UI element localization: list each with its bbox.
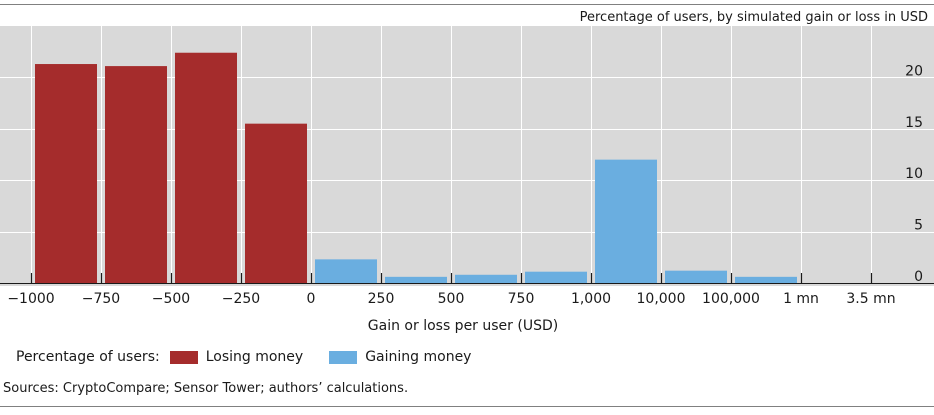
legend-item-losing: Losing money	[169, 349, 304, 365]
chart: Percentage of users, by simulated gain o…	[0, 4, 934, 334]
bar-gaining	[735, 276, 797, 283]
x-ticks	[30, 273, 873, 283]
x-tick-label: 1 mn	[783, 291, 819, 307]
y-tick-labels: 0 5 10 15 20	[905, 63, 923, 285]
bar-losing	[245, 123, 307, 283]
bar-losing	[35, 64, 97, 283]
legend-label-gaining: Gaining money	[365, 349, 472, 365]
legend: Percentage of users: Losing money Gainin…	[16, 349, 471, 365]
y-tick-label: 20	[905, 63, 923, 79]
x-tick-label: −1000	[7, 291, 54, 307]
bars	[35, 52, 797, 284]
source-note: Sources: CryptoCompare; Sensor Tower; au…	[3, 381, 409, 396]
bar-gaining	[315, 259, 377, 283]
y-tick-label: 10	[905, 166, 923, 182]
x-tick-label: 750	[508, 291, 535, 307]
bar-gaining	[595, 159, 657, 283]
chart-subtitle: Percentage of users, by simulated gain o…	[580, 10, 928, 25]
x-tick-label: 250	[368, 291, 395, 307]
x-tick-label: 10,000	[637, 291, 686, 307]
y-tick-label: 5	[914, 218, 923, 234]
x-tick-label: −500	[152, 291, 190, 307]
bar-gaining	[455, 274, 517, 283]
y-tick-label: 0	[914, 269, 923, 285]
bar-gaining	[385, 276, 447, 283]
x-tick-label: −750	[82, 291, 120, 307]
legend-swatch-gaining	[329, 350, 358, 364]
x-tick-labels: −1000 −750 −500 −250 0 250 500 750 1,000 10,000 10…	[7, 291, 895, 307]
x-tick-label: 500	[438, 291, 465, 307]
legend-swatch-losing	[169, 350, 198, 364]
x-tick-label: 100,000	[702, 291, 760, 307]
legend-label-losing: Losing money	[205, 349, 304, 365]
bar-gaining	[525, 271, 587, 283]
x-tick-label: 1,000	[571, 291, 611, 307]
x-axis-title: Gain or loss per user (USD)	[368, 318, 558, 334]
legend-title: Percentage of users:	[16, 349, 160, 365]
bar-losing	[175, 52, 237, 284]
x-tick-label: 3.5 mn	[846, 291, 895, 307]
bar-losing	[105, 66, 167, 283]
x-tick-label: 0	[307, 291, 316, 307]
legend-item-gaining: Gaining money	[329, 349, 471, 365]
bottom-rule	[0, 406, 934, 407]
bar-gaining	[665, 270, 727, 283]
y-tick-label: 15	[905, 115, 923, 131]
x-tick-label: −250	[222, 291, 260, 307]
